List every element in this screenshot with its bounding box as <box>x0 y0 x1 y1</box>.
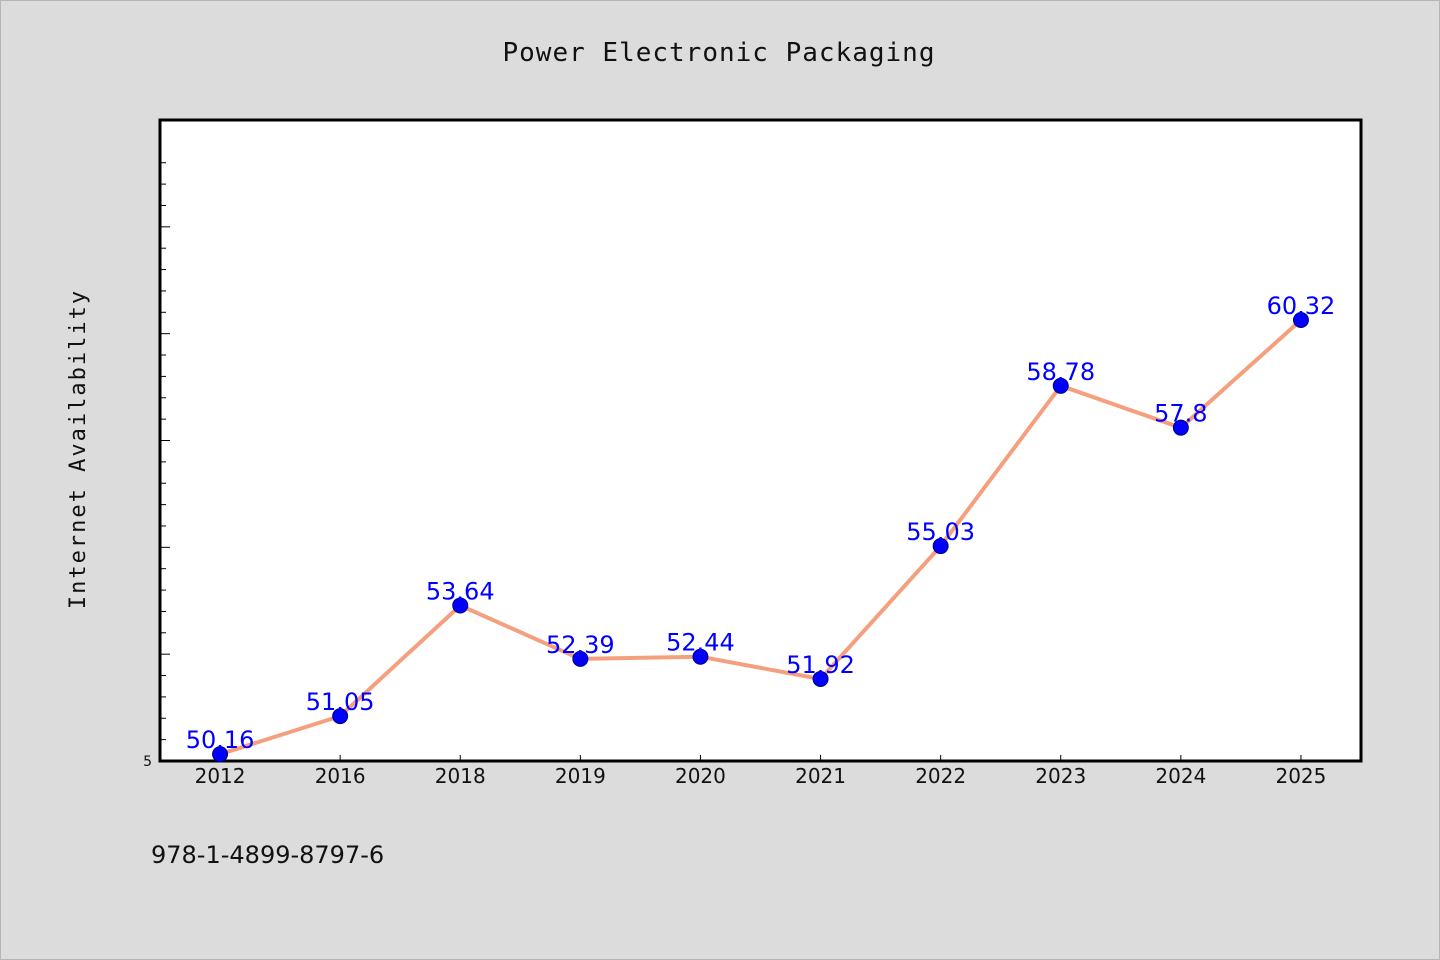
data-point <box>1172 419 1189 436</box>
data-label: 52.39 <box>546 631 615 659</box>
x-tick-label: 2018 <box>435 764 486 788</box>
chart-title: Power Electronic Packaging <box>503 38 936 68</box>
data-label: 55.03 <box>906 518 975 546</box>
y-tick-label: 5 <box>143 754 152 770</box>
plot-area <box>158 118 1363 763</box>
data-markers <box>212 311 1309 763</box>
data-point <box>332 708 349 725</box>
data-label: 51.92 <box>786 651 855 679</box>
x-tick-label: 2024 <box>1155 764 1206 788</box>
data-label: 53.64 <box>426 577 495 605</box>
footer-code: 978-1-4899-8797-6 <box>151 841 384 869</box>
x-tick-label: 2023 <box>1035 764 1086 788</box>
data-point <box>932 538 949 555</box>
data-label: 52.44 <box>666 629 735 657</box>
data-label: 60.32 <box>1267 292 1336 320</box>
data-point <box>1052 377 1069 394</box>
y-axis-ticks <box>160 162 170 762</box>
data-point <box>452 597 469 614</box>
x-tick-label: 2012 <box>195 764 246 788</box>
x-tick-label: 2021 <box>795 764 846 788</box>
x-tick-label: 2019 <box>555 764 606 788</box>
series-line <box>219 318 1303 757</box>
y-axis-label: Internet Availability <box>66 289 91 609</box>
x-tick-label: 2025 <box>1275 764 1326 788</box>
data-point <box>1292 311 1309 328</box>
data-point <box>212 746 229 763</box>
data-point <box>572 650 589 667</box>
x-tick-label: 2020 <box>675 764 726 788</box>
data-labels: 50.16 51.05 53.64 52.39 52.44 51.92 55.03 58.78… <box>186 292 1336 754</box>
data-label: 58.78 <box>1026 358 1095 386</box>
x-axis-ticks: 2012 2016 2018 2019 2020 2021 2022 2023 2024 2025 <box>195 755 1326 788</box>
data-label: 51.05 <box>306 688 375 716</box>
data-label: 50.16 <box>186 726 255 754</box>
data-point <box>692 648 709 665</box>
x-tick-label: 2022 <box>915 764 966 788</box>
data-label: 57.8 <box>1154 400 1207 428</box>
x-tick-label: 2016 <box>315 764 366 788</box>
data-point <box>812 670 829 687</box>
